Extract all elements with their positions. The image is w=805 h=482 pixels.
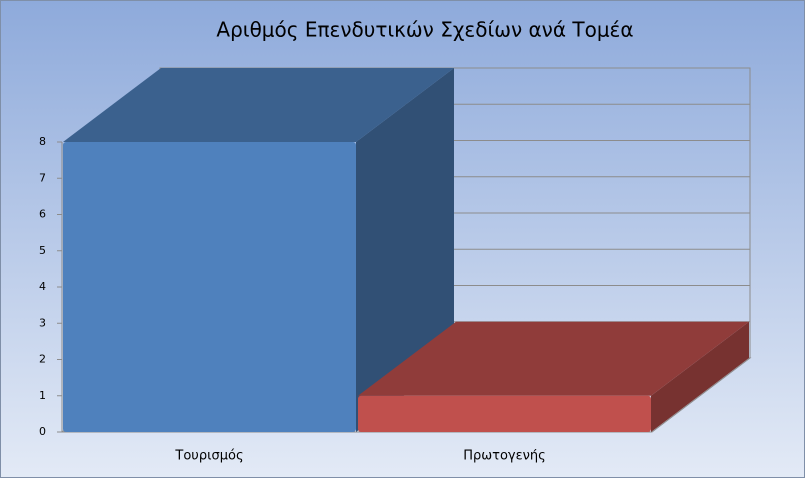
y-tick-label: 7 <box>39 171 46 184</box>
bar-top <box>358 321 749 396</box>
x-tick-label: Πρωτογενής <box>463 449 546 464</box>
y-tick-label: 8 <box>39 135 46 148</box>
bar-side <box>356 68 454 432</box>
x-tick-label: Τουρισμός <box>174 449 243 464</box>
y-tick-label: 1 <box>39 389 46 402</box>
y-tick-label: 3 <box>39 316 46 329</box>
y-tick-label: 4 <box>39 280 46 293</box>
bar <box>63 142 356 432</box>
bar <box>358 395 651 432</box>
bar-side <box>651 321 749 432</box>
y-tick-label: 6 <box>39 208 46 221</box>
y-tick-label: 0 <box>39 425 46 438</box>
chart-title: Αριθμός Επενδυτικών Σχεδίων ανά Τομέα <box>216 18 633 42</box>
bar-top <box>63 68 454 142</box>
y-tick-label: 5 <box>39 244 46 257</box>
y-tick-label: 2 <box>39 353 46 366</box>
